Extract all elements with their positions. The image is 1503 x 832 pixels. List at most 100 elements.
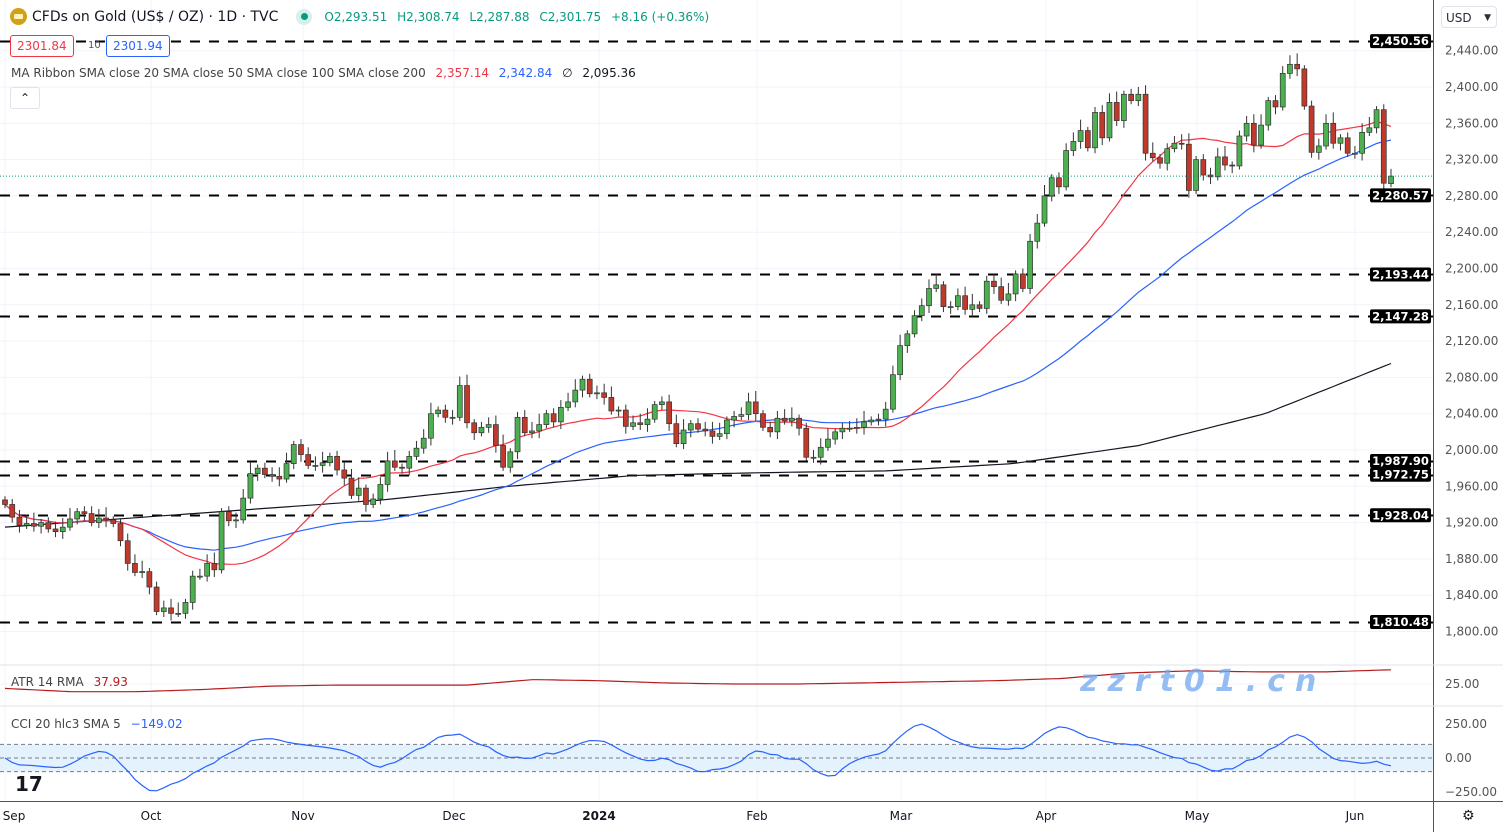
sma20-line xyxy=(4,120,1392,565)
currency-select[interactable]: USD ▼ xyxy=(1441,6,1497,28)
time-axis-label: Sep xyxy=(3,809,26,823)
sma200-line xyxy=(4,362,1392,528)
level-label: 1,972.75 xyxy=(1372,468,1429,482)
candle-up xyxy=(911,315,918,335)
candle-up xyxy=(651,404,658,420)
candle-down xyxy=(363,487,369,505)
candle-down xyxy=(225,511,232,522)
candle-up xyxy=(240,497,247,521)
settings-gear-icon[interactable]: ⚙ xyxy=(1462,808,1475,824)
candle-down xyxy=(399,466,405,469)
candle-down xyxy=(269,474,275,477)
candle-down xyxy=(1207,174,1214,178)
candle-up xyxy=(514,416,521,453)
candle-down xyxy=(146,571,153,588)
candle-down xyxy=(153,586,160,612)
candle-up xyxy=(290,444,297,464)
level-label-box xyxy=(1370,34,1431,49)
atr-legend[interactable]: ATR 14 RMA 37.93 xyxy=(11,675,134,689)
candle-up xyxy=(630,422,636,427)
candle-up xyxy=(1027,240,1033,289)
candle-down xyxy=(81,511,88,514)
candle-down xyxy=(52,528,59,533)
candle-up xyxy=(1243,122,1250,137)
level-label-box xyxy=(1370,188,1431,203)
candle-up xyxy=(485,424,492,428)
spread-value: 10 xyxy=(88,40,101,51)
price-axis-label: 1,920.00 xyxy=(1445,516,1498,530)
collapse-legend-button[interactable]: ⌃ xyxy=(10,87,40,109)
time-axis-label: Dec xyxy=(442,809,465,823)
price-axis-label: 2,080.00 xyxy=(1445,370,1498,384)
high-value: H2,308.74 xyxy=(397,9,460,24)
candle-up xyxy=(594,392,600,395)
candle-down xyxy=(442,409,449,418)
candle-down xyxy=(1186,143,1192,191)
candle-down xyxy=(305,454,312,466)
candle-down xyxy=(1380,109,1387,184)
cci-value: −149.02 xyxy=(130,717,183,731)
candle-up xyxy=(1366,127,1373,133)
candle-up xyxy=(1063,150,1070,188)
level-label-box xyxy=(1370,614,1431,629)
candle-up xyxy=(233,519,239,522)
ma-ribbon-legend[interactable]: MA Ribbon SMA close 20 SMA close 50 SMA … xyxy=(11,66,642,80)
candle-up xyxy=(384,460,391,485)
candle-down xyxy=(1099,112,1106,139)
candle-up xyxy=(319,462,326,466)
candle-up xyxy=(543,413,550,425)
candle-down xyxy=(1308,105,1315,153)
candle-up xyxy=(23,523,30,526)
level-label: 2,280.57 xyxy=(1372,188,1429,202)
candle-up xyxy=(774,417,781,433)
candle-up xyxy=(1121,93,1127,121)
watermark: zzrt01.cn xyxy=(1080,664,1327,699)
candle-down xyxy=(550,413,557,423)
candle-down xyxy=(637,422,644,425)
candle-down xyxy=(1056,177,1062,188)
candle-up xyxy=(406,456,413,469)
tradingview-logo[interactable]: 17 xyxy=(15,772,43,796)
candle-up xyxy=(283,463,290,480)
candle-down xyxy=(767,426,774,433)
candle-up xyxy=(1287,63,1293,74)
sma50-line xyxy=(4,139,1392,551)
candle-up xyxy=(716,433,723,437)
candle-down xyxy=(276,475,283,480)
candle-down xyxy=(1113,102,1120,121)
sma100-value: ∅ xyxy=(562,66,573,80)
candle-down xyxy=(796,417,802,429)
candle-down xyxy=(1222,156,1228,166)
candle-up xyxy=(449,416,456,419)
symbol-title[interactable]: CFDs on Gold (US$ / OZ) · 1D · TVC xyxy=(32,8,279,25)
price-axis-label: 1,840.00 xyxy=(1445,588,1498,602)
candle-up xyxy=(182,602,189,614)
candle-up xyxy=(738,414,745,417)
level-label-box xyxy=(1370,467,1431,482)
price-axis-label: 2,440.00 xyxy=(1445,44,1498,58)
candle-down xyxy=(1157,157,1163,164)
sma50-value: 2,342.84 xyxy=(498,66,553,80)
candle-up xyxy=(1041,195,1048,224)
level-label-box xyxy=(1370,453,1431,468)
atr-value: 37.93 xyxy=(93,675,128,689)
candle-up xyxy=(435,409,441,415)
symbol-legend: CFDs on Gold (US$ / OZ) · 1D · TVC O2,29… xyxy=(10,8,715,25)
sell-button[interactable]: 2301.84 xyxy=(10,35,74,57)
price-axis-label: 1,960.00 xyxy=(1445,479,1498,493)
buy-button[interactable]: 2301.94 xyxy=(106,35,170,57)
candle-up xyxy=(74,511,81,520)
cci-legend[interactable]: CCI 20 hlc3 SMA 5 −149.02 xyxy=(11,717,189,731)
candle-up xyxy=(846,427,853,430)
candle-down xyxy=(940,284,947,307)
candle-down xyxy=(1294,63,1301,70)
candle-up xyxy=(1135,93,1142,101)
time-axis-label: Oct xyxy=(141,809,162,823)
candle-up xyxy=(933,284,940,289)
candle-up xyxy=(817,446,824,458)
candle-up xyxy=(644,418,651,425)
level-label-box xyxy=(1370,309,1431,324)
time-axis-label: Feb xyxy=(746,809,767,823)
candle-down xyxy=(168,607,174,614)
